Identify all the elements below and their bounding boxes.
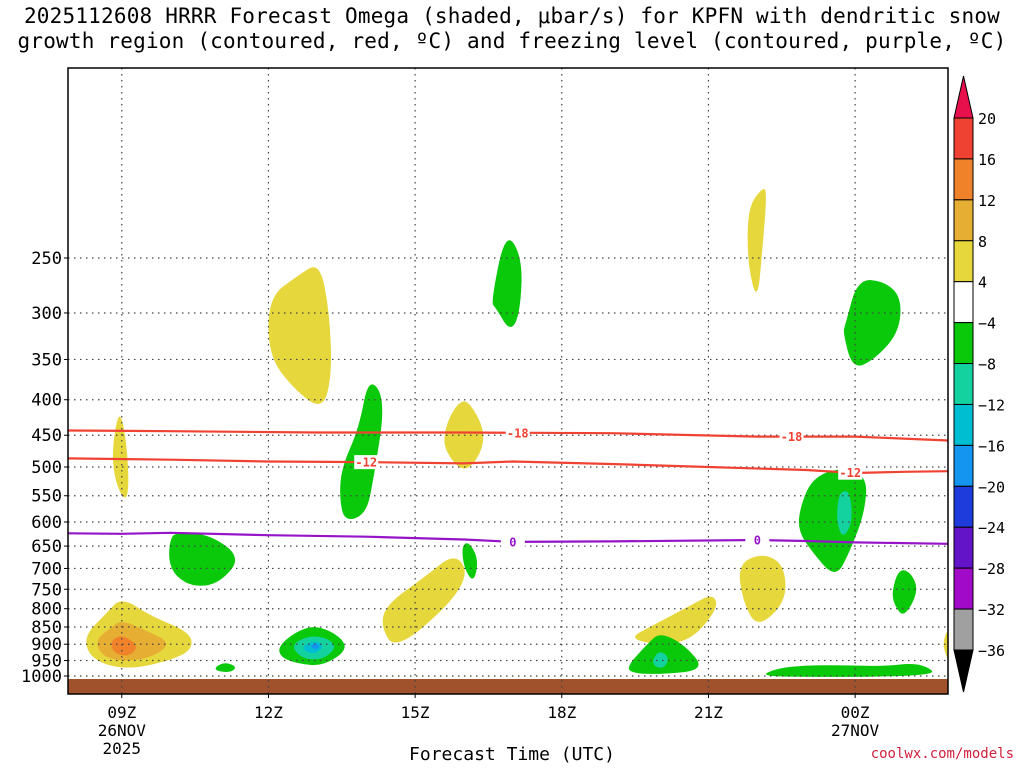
y-tick-label-450: 450	[31, 426, 62, 446]
x-tick-label-09Z: 09Z	[107, 703, 136, 722]
contour-label-freezing-level-1: 0	[754, 534, 761, 548]
colorbar-bottom-arrow	[953, 649, 974, 693]
y-tick-label-700: 700	[31, 559, 62, 579]
colorbar-segment-6	[953, 363, 974, 405]
omega-region-15	[462, 543, 478, 579]
omega-region-5	[635, 596, 717, 644]
colorbar-label-12: −32	[978, 601, 1005, 619]
colorbar-label-1: 16	[978, 151, 996, 169]
omega-region-26	[311, 643, 320, 650]
ground-strip	[68, 679, 948, 694]
colorbar-segment-11	[953, 567, 974, 610]
colorbar-label-6: −8	[978, 356, 996, 374]
colorbar-label-7: −12	[978, 396, 1005, 414]
omega-region-6	[739, 555, 786, 622]
omega-region-10	[111, 636, 136, 656]
contour-label-dendritic-top-0: -18	[507, 426, 529, 440]
colorbar-label-11: −28	[978, 560, 1005, 578]
x-axis-label: Forecast Time (UTC)	[409, 744, 615, 765]
contour-label-bg-freezing-level-0	[500, 534, 525, 549]
chart-title: 2025112608 HRRR Forecast Omega (shaded, …	[0, 4, 1024, 54]
colorbar-segment-5	[953, 322, 974, 365]
x-tick-label-21Z: 21Z	[694, 703, 723, 722]
colorbar-segment-1	[953, 158, 974, 201]
omega-region-19	[215, 663, 235, 672]
chart-title-line-1: 2025112608 HRRR Forecast Omega (shaded, …	[23, 4, 1001, 28]
omega-region-24	[653, 652, 668, 668]
colorbar-segment-2	[953, 199, 974, 242]
y-tick-label-800: 800	[31, 600, 62, 620]
colorbar-label-2: 12	[978, 192, 996, 210]
colorbar-label-0: 20	[978, 110, 996, 128]
omega-region-0	[268, 267, 332, 404]
y-tick-label-300: 300	[31, 304, 62, 324]
contour-dendritic-bottom	[68, 457, 948, 475]
contour-label-dendritic-bottom-1: -12	[839, 466, 861, 480]
omega-region-12	[843, 280, 901, 366]
omega-region-4	[382, 558, 465, 643]
omega-region-3	[747, 189, 766, 292]
credit-link[interactable]: coolwx.com/models	[870, 746, 1014, 762]
contour-label-bg-dendritic-bottom-0	[354, 455, 379, 470]
contour-label-bg-dendritic-top-1	[779, 429, 804, 444]
y-tick-label-600: 600	[31, 513, 62, 533]
contour-label-freezing-level-0: 0	[509, 535, 516, 549]
x-tick-label-12Z: 12Z	[254, 703, 283, 722]
colorbar-segment-7	[953, 403, 974, 446]
x-tick-date-00Z: 27NOV	[831, 721, 880, 740]
contour-label-dendritic-top-1: -18	[781, 430, 803, 444]
plot-frame	[67, 67, 949, 695]
y-tick-label-550: 550	[31, 487, 62, 507]
omega-region-1	[112, 416, 129, 498]
contour-label-bg-dendritic-top-0	[505, 425, 530, 440]
colorbar-segment-9	[953, 485, 974, 528]
y-tick-label-950: 950	[31, 652, 62, 672]
y-tick-label-650: 650	[31, 537, 62, 557]
colorbar-label-3: 8	[978, 233, 987, 251]
omega-region-13	[340, 384, 383, 520]
plot-background	[68, 68, 948, 694]
y-tick-label-850: 850	[31, 618, 62, 638]
x-tick-date-09Z: 26NOV	[98, 721, 147, 740]
omega-region-17	[892, 570, 917, 614]
colorbar-label-4: 4	[978, 274, 987, 292]
contour-label-bg-freezing-level-1	[745, 533, 770, 548]
y-tick-label-250: 250	[31, 249, 62, 269]
y-tick-label-400: 400	[31, 391, 62, 411]
x-tick-label-15Z: 15Z	[401, 703, 430, 722]
omega-region-2	[444, 401, 484, 469]
x-tick-label-00Z: 00Z	[841, 703, 870, 722]
y-tick-label-1000: 1000	[21, 667, 62, 687]
omega-region-11	[492, 240, 522, 327]
contour-label-bg-dendritic-bottom-1	[838, 465, 863, 480]
omega-region-7	[943, 632, 948, 658]
y-tick-label-500: 500	[31, 458, 62, 478]
y-tick-label-900: 900	[31, 635, 62, 655]
colorbar-label-9: −20	[978, 478, 1005, 496]
colorbar-label-10: −24	[978, 519, 1005, 537]
contour-freezing-level	[68, 531, 948, 545]
y-tick-label-350: 350	[31, 350, 62, 370]
x-tick-year-09Z: 2025	[103, 739, 142, 758]
colorbar-segment-3	[953, 240, 974, 283]
colorbar-segment-8	[953, 444, 974, 487]
plot-area: -18 -18 -12 -12 0 0	[68, 68, 948, 694]
contour-label-dendritic-bottom-0: -12	[355, 456, 377, 470]
contour-dendritic-top	[68, 429, 948, 442]
omega-region-22	[837, 491, 852, 535]
colorbar-segment-12	[953, 608, 974, 651]
omega-region-21	[766, 664, 933, 677]
chart-title-line-2: growth region (contoured, red, ºC) and f…	[17, 29, 1007, 53]
colorbar-label-13: −36	[978, 642, 1005, 660]
colorbar-label-5: −4	[978, 315, 996, 333]
y-tick-label-750: 750	[31, 580, 62, 600]
x-tick-label-18Z: 18Z	[547, 703, 576, 722]
colorbar-segment-4	[953, 281, 974, 324]
colorbar-segment-10	[953, 526, 974, 569]
colorbar-segment-0	[953, 117, 974, 160]
colorbar-label-8: −16	[978, 437, 1005, 455]
colorbar-top-arrow	[953, 75, 974, 119]
